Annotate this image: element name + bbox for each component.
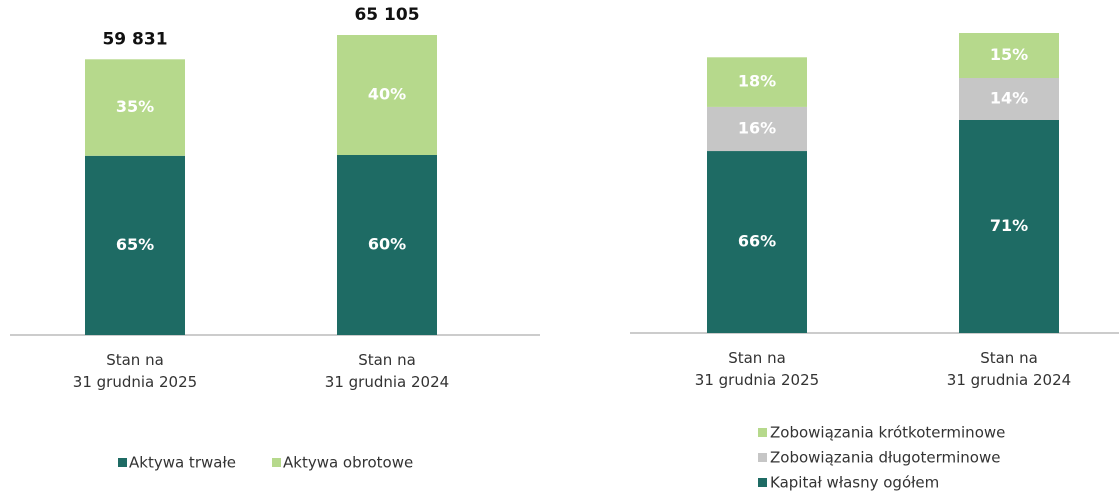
- data-label: 40%: [368, 85, 406, 104]
- bar-segment: [959, 33, 1059, 78]
- x-tick-label: Stan na 31 grudnia 2024: [947, 349, 1071, 389]
- data-label: 14%: [990, 89, 1028, 108]
- total-label: 59 831: [102, 29, 167, 49]
- x-tick-label: Stan na 31 grudnia 2025: [695, 349, 819, 389]
- legend-label: Kapitał własny ogółem: [770, 474, 939, 492]
- legend-swatch: [758, 428, 767, 437]
- legend-label: Zobowiązania krótkoterminowe: [770, 424, 1005, 442]
- bar-segment: [959, 78, 1059, 120]
- legend-label: Aktywa obrotowe: [283, 454, 413, 472]
- bar-segment: [707, 106, 807, 152]
- bar-segment: [337, 155, 437, 335]
- legend-label: Aktywa trwałe: [129, 454, 236, 472]
- bar-segment: [707, 57, 807, 107]
- data-label: 65%: [116, 235, 154, 254]
- bar-segment: [337, 35, 437, 155]
- data-label: 18%: [738, 72, 776, 91]
- data-label: 15%: [990, 45, 1028, 64]
- bar-segment: [959, 120, 1059, 333]
- x-tick-label: Stan na 31 grudnia 2024: [325, 351, 449, 391]
- data-label: 35%: [116, 97, 154, 116]
- legend-swatch: [758, 453, 767, 462]
- legend-swatch: [272, 458, 281, 467]
- total-label: 65 105: [354, 5, 419, 25]
- data-label: 66%: [738, 232, 776, 251]
- bar-segment: [707, 151, 807, 333]
- bar-segment: [85, 155, 185, 335]
- legend-label: Zobowiązania długoterminowe: [770, 449, 1000, 467]
- data-label: 71%: [990, 216, 1028, 235]
- bar-segment: [85, 59, 185, 156]
- data-label: 60%: [368, 235, 406, 254]
- x-tick-label: Stan na 31 grudnia 2025: [73, 351, 197, 391]
- legend-swatch: [118, 458, 127, 467]
- data-label: 16%: [738, 118, 776, 137]
- legend-swatch: [758, 478, 767, 487]
